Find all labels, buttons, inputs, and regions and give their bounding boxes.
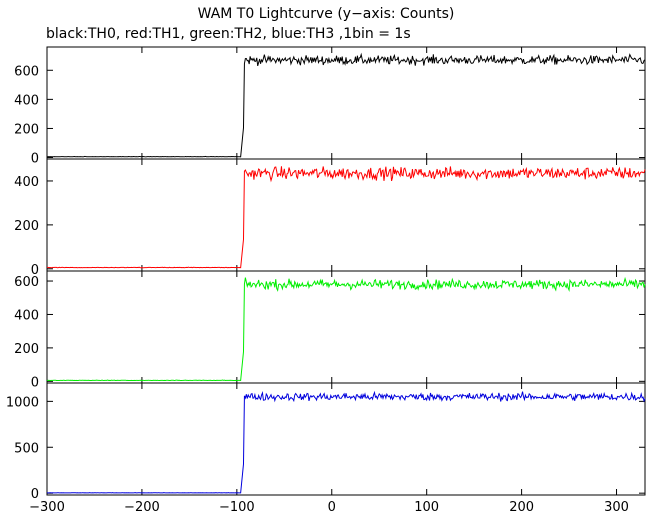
y-tick-label-TH1: 200 [14, 219, 39, 234]
x-tick-label: −200 [124, 500, 160, 515]
x-tick-label: 100 [414, 500, 439, 515]
y-tick-label-TH0: 400 [14, 93, 39, 108]
x-tick-label: 0 [328, 500, 336, 515]
x-tick-label: −100 [219, 500, 255, 515]
series-line-TH1 [46, 166, 646, 269]
panel-frame-TH2 [46, 270, 646, 384]
y-tick-label-TH2: 400 [14, 308, 39, 323]
y-tick-label-TH2: 200 [14, 342, 39, 357]
y-tick-label-TH1: 400 [14, 175, 39, 190]
x-tick-label: 200 [509, 500, 534, 515]
y-tick-label-TH3: 500 [14, 441, 39, 456]
chart-subtitle: black:TH0, red:TH1, green:TH2, blue:TH3 … [46, 26, 411, 42]
x-tick-label: −300 [29, 500, 65, 515]
y-tick-label-TH3: 1000 [6, 395, 39, 410]
series-line-TH2 [46, 276, 646, 382]
y-tick-label-TH0: 200 [14, 122, 39, 137]
y-tick-label-TH2: 600 [14, 275, 39, 290]
y-tick-label-TH3: 0 [31, 487, 39, 502]
series-line-TH0 [46, 52, 646, 158]
y-tick-label-TH1: 0 [31, 263, 39, 278]
series-line-TH3 [46, 390, 646, 494]
y-tick-label-TH0: 600 [14, 64, 39, 79]
panel-frame-TH3 [46, 382, 646, 496]
y-tick-label-TH2: 0 [31, 375, 39, 390]
y-tick-label-TH0: 0 [31, 152, 39, 167]
x-tick-label: 300 [604, 500, 629, 515]
chart-title: WAM T0 Lightcurve (y−axis: Counts) [197, 6, 455, 22]
